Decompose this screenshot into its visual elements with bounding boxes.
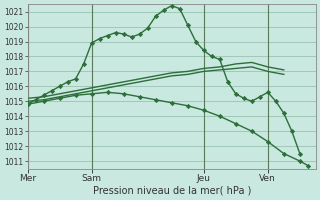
X-axis label: Pression niveau de la mer( hPa ): Pression niveau de la mer( hPa )	[92, 186, 251, 196]
